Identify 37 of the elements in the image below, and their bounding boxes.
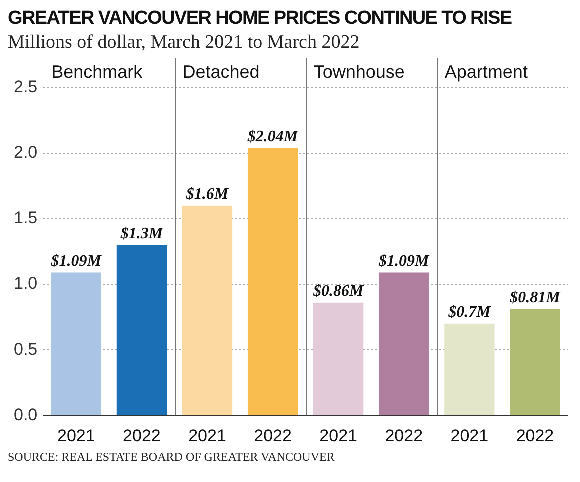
- y-tick-label: 1.0: [14, 274, 38, 294]
- text: Apartment: [444, 62, 528, 82]
- text: Benchmark: [52, 62, 144, 82]
- y-tick-label: 1.5: [14, 208, 38, 228]
- chart-subtitle: Millions of dollar, March 2021 to March 2022: [8, 32, 361, 54]
- y-tick-label: 0.5: [14, 340, 38, 359]
- bar: [248, 148, 298, 416]
- x-tick-label: 2022: [385, 426, 424, 446]
- data-label: $1.6M: [185, 186, 230, 204]
- data-label: $0.81M: [509, 290, 562, 307]
- bar: [379, 272, 430, 416]
- y-tick-label: 0.0: [14, 405, 38, 424]
- x-tick-label: 2021: [188, 426, 226, 446]
- source-note: SOURCE: REAL ESTATE BOARD OF GREATER VANCOUVER: [8, 450, 336, 465]
- x-tick-label: 2021: [320, 426, 358, 446]
- y-tick-label: 2.5: [14, 78, 38, 97]
- bar: [51, 272, 102, 416]
- x-tick-label: 2022: [516, 426, 554, 446]
- bar: [314, 302, 364, 416]
- text: Townhouse: [314, 62, 405, 82]
- x-tick-label: 2022: [254, 426, 292, 446]
- x-tick-label: 2022: [123, 426, 161, 446]
- data-label: $1.3M: [120, 225, 164, 242]
- text: Detached: [182, 62, 260, 82]
- bar: [182, 206, 233, 416]
- y-tick-label: 2.0: [14, 143, 38, 162]
- x-tick-label: 2021: [57, 426, 96, 446]
- bar: [116, 245, 168, 416]
- data-label: $2.04M: [246, 128, 299, 146]
- data-label: $1.09M: [378, 252, 430, 270]
- data-label: $0.86M: [312, 283, 364, 300]
- x-tick-label: 2021: [450, 426, 489, 446]
- bar: [510, 309, 560, 416]
- chart-title: GREATER VANCOUVER HOME PRICES CONTINUE TO RISE: [8, 8, 513, 30]
- data-label: $1.09M: [50, 252, 102, 270]
- bar: [444, 324, 495, 416]
- data-label: $0.7M: [448, 304, 492, 322]
